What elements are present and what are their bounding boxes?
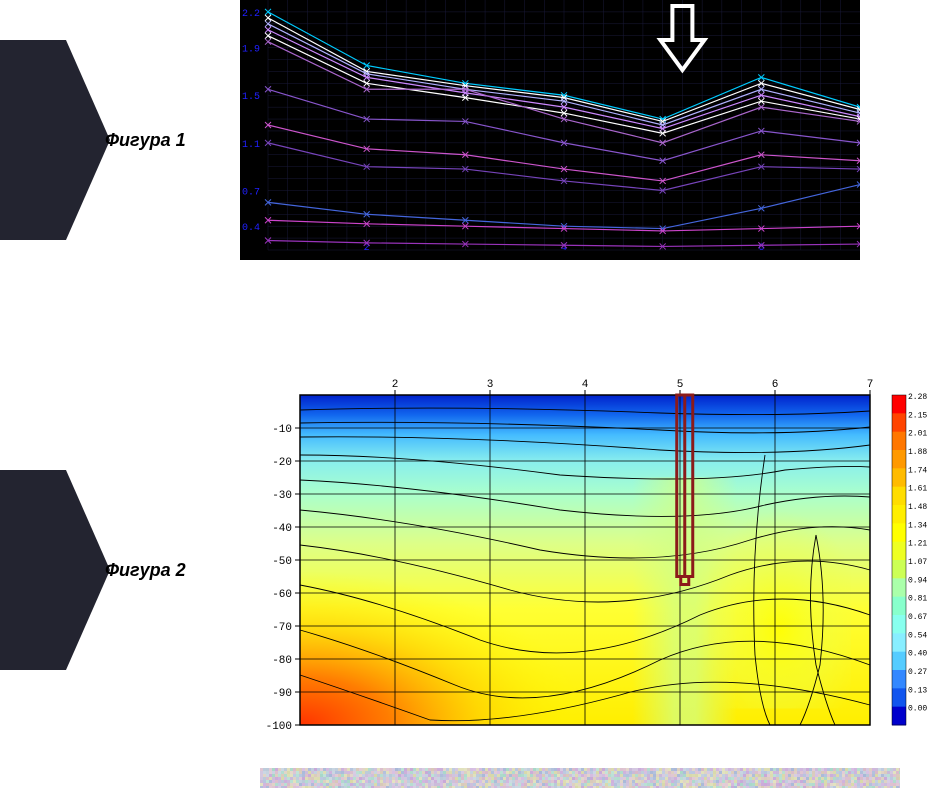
- svg-text:5: 5: [677, 379, 684, 391]
- svg-text:4: 4: [582, 379, 589, 391]
- svg-text:-70: -70: [272, 622, 292, 634]
- svg-text:0.67: 0.67: [908, 613, 927, 622]
- svg-text:6: 6: [772, 379, 779, 391]
- figure2-label: Фигура 2: [105, 560, 186, 581]
- svg-text:1.5: 1.5: [242, 92, 260, 103]
- svg-text:-60: -60: [272, 589, 292, 601]
- svg-text:0.54: 0.54: [908, 631, 927, 640]
- svg-text:0.13: 0.13: [908, 686, 927, 695]
- svg-text:1.1: 1.1: [242, 140, 260, 151]
- svg-text:1.21: 1.21: [908, 540, 927, 549]
- svg-text:2.28: 2.28: [908, 393, 927, 402]
- x-axis-ticks: 2 3 4 5 6 7: [392, 379, 874, 395]
- svg-text:-10: -10: [272, 424, 292, 436]
- svg-text:0.7: 0.7: [242, 187, 260, 198]
- arrow-decoration: [0, 40, 110, 240]
- svg-text:0.27: 0.27: [908, 668, 927, 677]
- svg-text:-20: -20: [272, 457, 292, 469]
- chart-bg: [240, 0, 860, 260]
- svg-text:-30: -30: [272, 490, 292, 502]
- svg-text:1.74: 1.74: [908, 466, 927, 475]
- svg-text:0.81: 0.81: [908, 595, 927, 604]
- svg-text:3: 3: [487, 379, 494, 391]
- noise-pixels: [260, 768, 900, 788]
- svg-text:7: 7: [867, 379, 874, 391]
- noise-strip: [260, 768, 900, 788]
- svg-text:1.88: 1.88: [908, 448, 927, 457]
- svg-text:2: 2: [392, 379, 399, 391]
- svg-text:1.07: 1.07: [908, 558, 927, 567]
- svg-text:0.40: 0.40: [908, 650, 927, 659]
- color-legend: 2.28 2.15 2.01 1.88 1.74 1.61 1.48 1.34 1.21 1.07…: [892, 393, 927, 726]
- svg-text:-90: -90: [272, 688, 292, 700]
- svg-text:-40: -40: [272, 523, 292, 535]
- svg-text:-50: -50: [272, 556, 292, 568]
- figure2-chart: -10 -20 -30 -40 -50 -60 -70 -80 -90 -100 2 3 4 5 6 7 2…: [260, 375, 940, 735]
- svg-text:2.01: 2.01: [908, 430, 927, 439]
- svg-text:1.48: 1.48: [908, 503, 927, 512]
- svg-text:1.34: 1.34: [908, 521, 927, 530]
- svg-text:-80: -80: [272, 655, 292, 667]
- svg-text:1.61: 1.61: [908, 485, 927, 494]
- svg-text:0.94: 0.94: [908, 576, 927, 585]
- svg-text:2.2: 2.2: [242, 9, 260, 20]
- svg-text:0.4: 0.4: [242, 223, 260, 234]
- figure1-chart: 0.40.71.11.51.92.2 246: [240, 0, 860, 260]
- svg-text:0.00: 0.00: [908, 705, 927, 714]
- y-axis-ticks: -10 -20 -30 -40 -50 -60 -70 -80 -90 -100: [266, 424, 300, 733]
- svg-text:2.15: 2.15: [908, 411, 927, 420]
- figure1-label: Фигура 1: [105, 130, 186, 151]
- arrow-decoration: [0, 470, 110, 670]
- svg-text:1.9: 1.9: [242, 45, 260, 56]
- svg-text:-100: -100: [266, 721, 292, 733]
